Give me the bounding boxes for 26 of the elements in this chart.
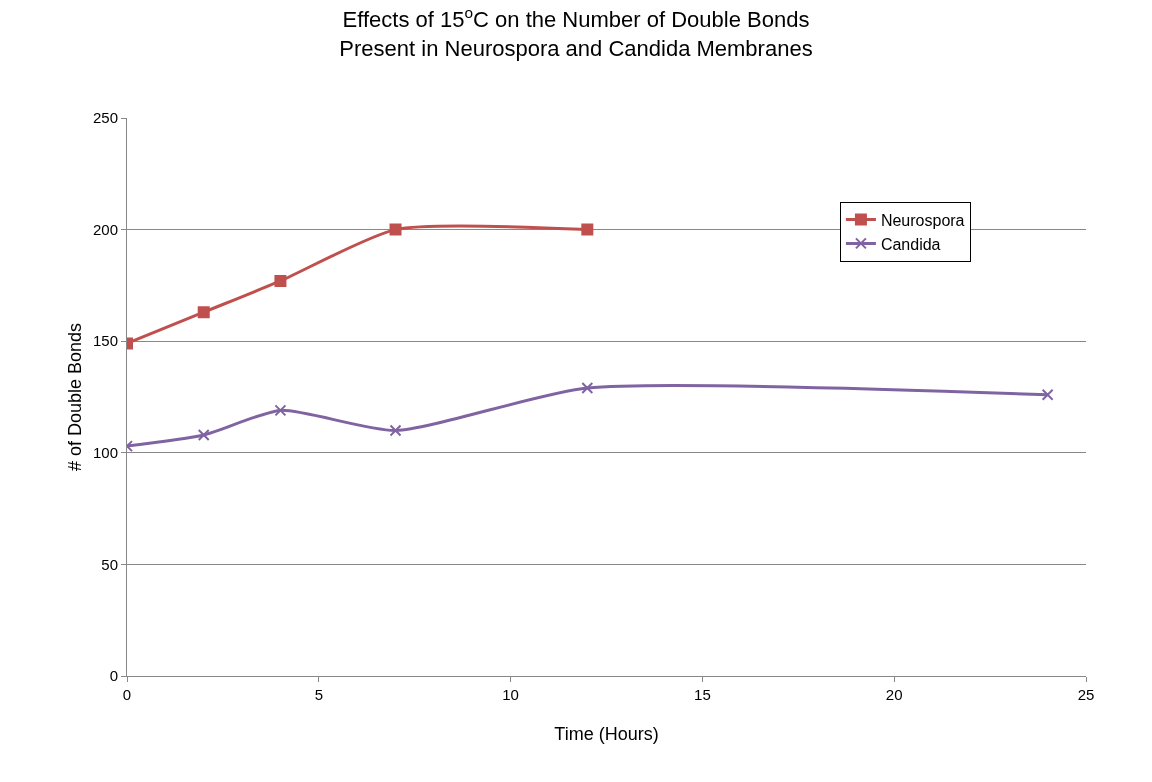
point [581, 223, 594, 236]
x-tick-label: 20 [885, 686, 903, 703]
x-tick-label: 25 [1077, 686, 1095, 703]
point [581, 382, 594, 395]
chart-title: Effects of 15$^{o}$C on the Number of Double Bonds Present in Neurospora and Candida Membranes [339, 4, 813, 61]
point [274, 404, 287, 417]
point [197, 306, 210, 319]
point [197, 428, 210, 441]
y-tick-label: 200 [92, 220, 118, 238]
point [389, 223, 402, 236]
x-tick-label: 0 [122, 686, 132, 703]
x-axis-title: Time (Hours) [554, 724, 659, 744]
y-tick-label: 250 [92, 109, 118, 127]
point [274, 274, 287, 287]
legend-label: Neurospora [880, 211, 965, 229]
y-axis-title: # of Double Bonds [65, 322, 85, 472]
x-tick-label: 15 [694, 686, 711, 703]
legend-label: Candida [880, 235, 941, 253]
point [389, 424, 402, 437]
x-tick-label: 5 [314, 686, 323, 703]
y-tick-label: 100 [92, 444, 118, 462]
y-tick-label: 0 [109, 667, 118, 685]
y-tick-label: 50 [101, 555, 118, 573]
x-tick-label: 10 [502, 686, 519, 703]
point [1041, 388, 1054, 401]
y-tick-label: 150 [92, 332, 118, 350]
